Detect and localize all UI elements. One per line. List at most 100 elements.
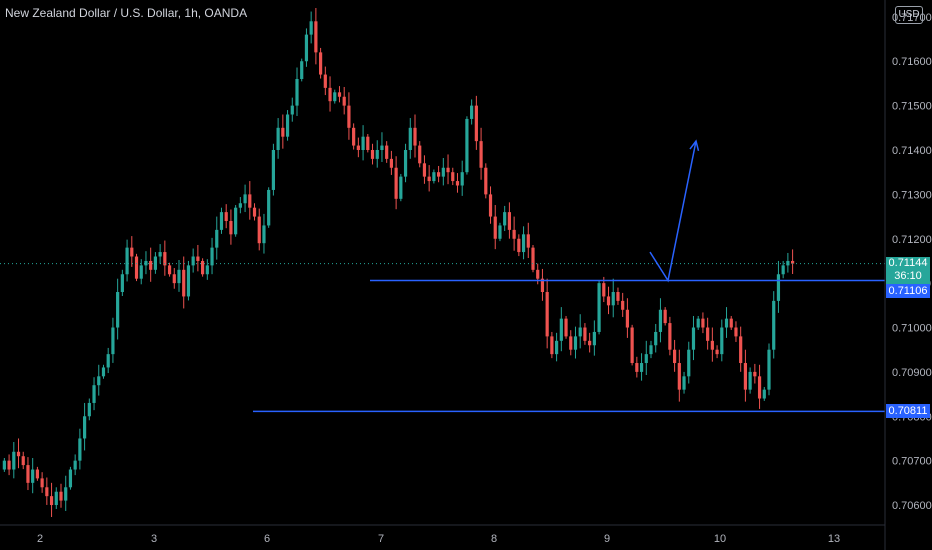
candle	[418, 141, 422, 168]
candle	[413, 114, 417, 158]
currency-button[interactable]: USD	[895, 6, 923, 24]
candle-body	[356, 145, 360, 150]
candle-body	[540, 278, 545, 293]
candle	[517, 234, 521, 257]
candle	[526, 222, 530, 259]
candle-body	[319, 52, 323, 75]
candle-body	[257, 216, 261, 244]
candle	[441, 157, 445, 186]
candle	[172, 268, 176, 289]
candle-body	[210, 247, 214, 266]
resistance-price-label: 0.71106	[886, 283, 930, 298]
candle	[111, 317, 115, 363]
candle-body	[389, 158, 393, 168]
candle	[484, 163, 488, 199]
candle	[101, 364, 106, 379]
candle	[644, 340, 648, 375]
candle	[337, 86, 342, 103]
y-tick-label: 0.70900	[892, 367, 932, 379]
candle-body	[186, 265, 191, 297]
candle-body	[347, 105, 351, 128]
candle-body	[427, 176, 431, 182]
candle	[2, 457, 6, 472]
x-tick-label: 3	[151, 533, 157, 545]
candle-body	[555, 340, 559, 355]
candle	[781, 260, 785, 279]
candle	[224, 204, 228, 229]
candle-body	[248, 194, 252, 208]
candle-body	[234, 207, 238, 235]
candle-body	[300, 61, 304, 79]
candle	[701, 312, 705, 334]
candle	[531, 244, 535, 273]
candle	[295, 67, 299, 117]
candle-body	[92, 385, 96, 403]
drawings[interactable]	[0, 139, 885, 413]
candle	[739, 326, 743, 372]
candle-body	[191, 256, 195, 266]
candle-body	[545, 292, 549, 337]
candle-body	[106, 354, 110, 368]
candle	[380, 132, 384, 162]
candle	[370, 143, 375, 165]
candle-body	[753, 371, 757, 377]
candle-body	[776, 274, 781, 301]
candle-body	[182, 269, 186, 297]
candle	[691, 315, 696, 361]
candle-body	[172, 274, 176, 284]
candle	[446, 154, 450, 185]
candle-body	[465, 118, 469, 173]
candle	[696, 315, 700, 330]
projection-arrowhead	[689, 139, 700, 151]
candle	[248, 181, 252, 220]
candle	[635, 356, 639, 378]
candle-body	[526, 234, 530, 248]
candle-body	[323, 74, 327, 88]
y-tick-label: 0.71400	[892, 145, 932, 157]
candle-body	[531, 247, 535, 270]
candle-body	[163, 252, 167, 266]
bar-countdown: 36:10	[894, 269, 922, 282]
candle-body	[455, 181, 460, 186]
candle	[26, 457, 30, 491]
time-axis[interactable]: 2 3 6 7 8 9 10 13	[37, 533, 840, 545]
candle-body	[35, 469, 39, 479]
candle-body	[748, 371, 752, 390]
candle	[625, 298, 629, 338]
candle-body	[621, 300, 625, 310]
projection-path[interactable]	[649, 140, 697, 283]
candle	[654, 323, 658, 353]
candle-body	[64, 487, 68, 501]
candle-body	[757, 376, 762, 399]
support-price-label: 0.70811	[886, 404, 930, 419]
candle	[40, 472, 44, 493]
candle-body	[366, 136, 370, 150]
candle	[153, 252, 157, 274]
candle	[786, 252, 790, 273]
candle-body	[521, 234, 526, 253]
candle-body	[31, 469, 35, 483]
candle	[16, 438, 21, 469]
candle	[682, 371, 686, 394]
candle	[49, 482, 54, 518]
candle	[191, 248, 195, 273]
candle	[465, 116, 469, 175]
candle	[597, 280, 601, 335]
candle-body	[630, 327, 634, 364]
candle	[512, 216, 516, 251]
x-tick-label: 2	[37, 533, 43, 545]
candle	[304, 28, 309, 67]
candle-body	[201, 260, 205, 275]
candle-body	[68, 469, 73, 488]
candle	[219, 207, 224, 234]
candle-body	[696, 318, 700, 328]
candle-body	[437, 172, 441, 177]
candle	[238, 197, 242, 214]
candle-body	[130, 247, 134, 257]
candle	[687, 341, 691, 384]
candle-body	[460, 172, 464, 186]
y-tick-label: 0.70600	[892, 500, 932, 512]
candle	[399, 173, 403, 202]
candle	[583, 323, 587, 345]
